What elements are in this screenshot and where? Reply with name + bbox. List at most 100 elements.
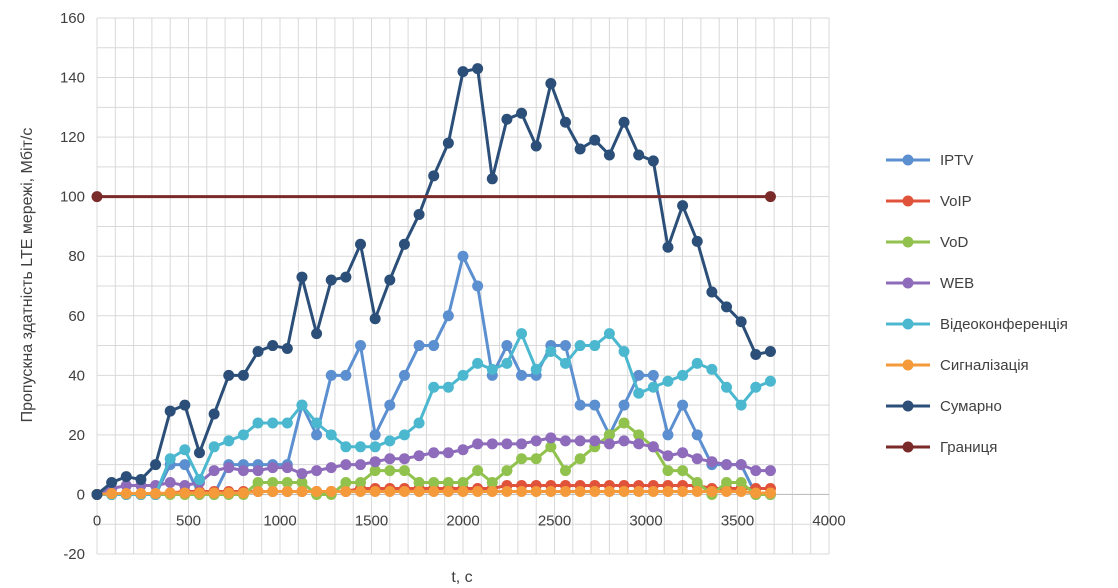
series-3 <box>91 432 776 500</box>
legend-label: Границя <box>940 439 997 456</box>
legend-label: Відеоконференція <box>940 316 1068 333</box>
data-point <box>662 450 674 462</box>
data-point <box>355 441 367 453</box>
data-point <box>398 369 410 381</box>
data-point <box>457 369 469 381</box>
data-point <box>267 417 279 429</box>
data-point <box>442 381 454 393</box>
data-point <box>545 441 557 453</box>
data-point <box>530 485 542 497</box>
data-point <box>428 485 440 497</box>
data-point <box>106 477 118 489</box>
data-point <box>486 363 498 375</box>
data-point <box>633 485 645 497</box>
data-point <box>311 429 323 441</box>
x-tick-label: 0 <box>93 512 101 529</box>
data-point <box>618 485 630 497</box>
data-point <box>413 477 425 489</box>
data-point <box>647 485 659 497</box>
data-point <box>120 480 132 492</box>
data-point <box>208 487 220 499</box>
data-point <box>384 435 396 447</box>
data-point <box>369 485 381 497</box>
data-point <box>486 477 498 489</box>
data-point <box>706 363 718 375</box>
data-point <box>442 447 454 459</box>
data-point <box>252 346 264 358</box>
data-point <box>237 487 249 499</box>
data-point <box>574 143 586 155</box>
data-point <box>677 465 689 477</box>
data-point <box>633 429 645 441</box>
data-point <box>633 438 645 450</box>
data-point <box>325 274 337 286</box>
data-point <box>486 173 498 185</box>
legend-swatch-marker <box>902 277 914 289</box>
data-point <box>150 488 162 500</box>
y-tick-label: 140 <box>60 70 85 87</box>
data-point <box>501 465 513 477</box>
data-point <box>501 340 513 352</box>
series-lines <box>91 63 776 500</box>
data-point <box>574 453 586 465</box>
data-point <box>311 417 323 429</box>
data-point <box>325 429 337 441</box>
data-point <box>384 485 396 497</box>
y-tick-label: 100 <box>60 189 85 206</box>
data-point <box>691 235 703 247</box>
x-tick-labels: 0 500 1000 1500 2000 2500 3000 3500 4000 <box>93 512 846 529</box>
data-point <box>472 357 484 369</box>
x-tick-label: 3500 <box>721 512 754 529</box>
data-point <box>457 485 469 497</box>
data-point <box>647 369 659 381</box>
legend-label: Сумарно <box>940 398 1002 415</box>
data-point <box>340 459 352 471</box>
data-point <box>574 399 586 411</box>
data-point <box>311 485 323 497</box>
data-point <box>223 487 235 499</box>
data-point <box>237 465 249 477</box>
data-point <box>442 137 454 149</box>
legend-item: VoIP <box>886 193 972 210</box>
data-point <box>340 369 352 381</box>
data-point <box>281 485 293 497</box>
data-point <box>369 441 381 453</box>
data-point <box>135 474 147 486</box>
data-point <box>91 191 103 203</box>
data-point <box>662 241 674 253</box>
data-point <box>442 477 454 489</box>
x-tick-label: 2500 <box>538 512 571 529</box>
data-point <box>472 485 484 497</box>
data-point <box>589 134 601 146</box>
data-point <box>355 238 367 250</box>
data-point <box>764 191 776 203</box>
y-tick-labels: -20 0 20 40 60 80 100 120 140 160 <box>60 10 85 563</box>
data-point <box>340 441 352 453</box>
data-point <box>750 381 762 393</box>
data-point <box>120 471 132 483</box>
data-point <box>545 78 557 90</box>
series-6 <box>91 63 776 500</box>
data-point <box>355 477 367 489</box>
legend-item: Відеоконференція <box>886 316 1068 333</box>
legend-item: Границя <box>886 439 997 456</box>
data-point <box>193 447 205 459</box>
x-axis-title: t, с <box>451 569 472 586</box>
series-5 <box>91 485 776 500</box>
data-point <box>735 485 747 497</box>
data-point <box>267 477 279 489</box>
data-point <box>223 369 235 381</box>
data-point <box>428 447 440 459</box>
data-point <box>398 429 410 441</box>
legend-item: WEB <box>886 275 974 292</box>
data-point <box>355 340 367 352</box>
legend-label: VoD <box>940 234 969 251</box>
legend-item: Сигналізація <box>886 357 1029 374</box>
data-point <box>369 313 381 325</box>
data-point <box>164 487 176 499</box>
data-point <box>603 438 615 450</box>
data-point <box>721 459 733 471</box>
data-point <box>252 485 264 497</box>
data-point <box>721 381 733 393</box>
data-point <box>501 438 513 450</box>
